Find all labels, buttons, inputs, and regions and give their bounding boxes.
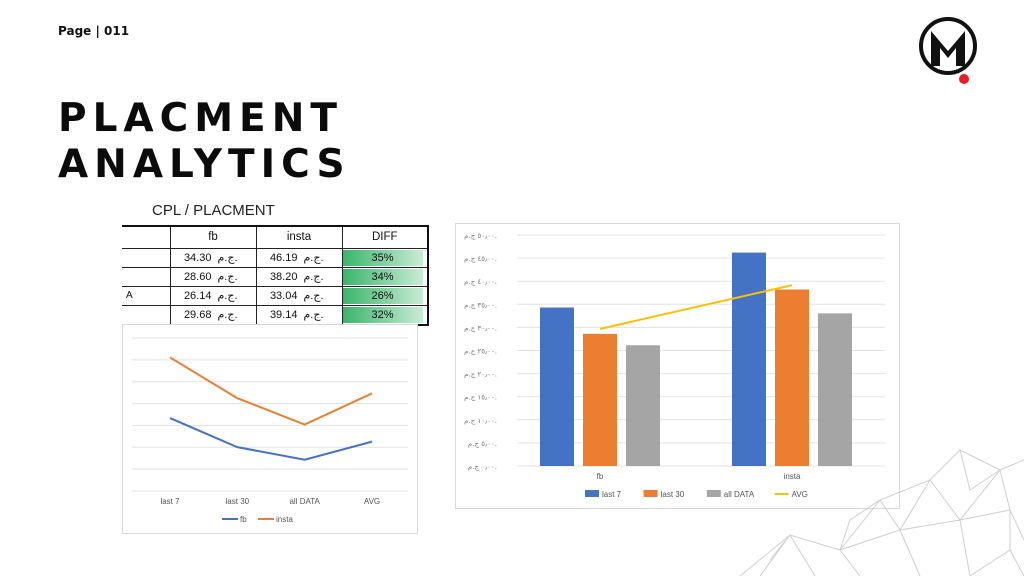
page-title: PLACMENT ANALYTICS	[58, 96, 351, 188]
insta-cell: 39.14 ج.م.	[255, 304, 343, 325]
insta-cell: 33.04 ج.م.	[255, 285, 343, 306]
brand-logo	[919, 17, 977, 84]
diff-cell: 32%	[341, 304, 429, 325]
logo-dot	[959, 74, 969, 84]
y-tick-label: ٣٠٫٠٠ ج.م.	[464, 324, 497, 332]
row-label: A	[122, 285, 171, 306]
series-line-insta	[169, 356, 373, 426]
diff-bar: 34%	[342, 268, 423, 285]
cpl-table: fb insta DIFF 34.30 ج.م. 46.19 ج.م. 35% 28…	[122, 225, 429, 326]
bar-last-30-insta	[775, 289, 809, 466]
fb-cell: 34.30 ج.م.	[169, 247, 257, 268]
diff-cell: 34%	[341, 266, 429, 287]
y-tick-label: ٥٫٠٠ ج.م.	[468, 440, 497, 448]
y-tick-label: ٥٠٫٠٠ ج.م.	[464, 232, 497, 240]
bar-chart: ٠٫٠٠ ج.م. ٥٫٠٠ ج.م. ١٠٫٠٠ ج.م. ١٥٫٠٠ ج.م. ٢٠…	[455, 223, 900, 509]
row-label	[122, 304, 171, 325]
insta-cell: 38.20 ج.م.	[255, 266, 343, 287]
y-tick-label: ٠٫٠٠ ج.م.	[468, 463, 497, 471]
row-label	[122, 247, 171, 268]
legend-swatch	[585, 490, 599, 497]
y-tick-label: ٣٥٫٠٠ ج.م.	[464, 301, 497, 309]
table-header-diff: DIFF	[341, 225, 429, 249]
legend-swatch	[643, 490, 658, 497]
y-tick-label: ٢٥٫٠٠ ج.م.	[464, 348, 497, 356]
table-row: 28.60 ج.م. 38.20 ج.م. 34%	[122, 266, 429, 287]
y-tick-label: ١٥٫٠٠ ج.م.	[464, 394, 497, 402]
legend-label: last 30	[661, 490, 685, 499]
legend-label: all DATA	[724, 490, 755, 499]
diff-cell: 35%	[341, 247, 429, 268]
bar-all-DATA-fb	[626, 345, 660, 466]
legend-label: fb	[240, 515, 247, 524]
table-row: 34.30 ج.م. 46.19 ج.م. 35%	[122, 247, 429, 268]
table-title: CPL / PLACMENT	[152, 202, 275, 219]
legend-label: last 7	[602, 490, 622, 499]
table-header-insta: insta	[255, 225, 343, 249]
row-label	[122, 266, 171, 287]
table-row: A 26.14 ج.م. 33.04 ج.م. 26%	[122, 285, 429, 306]
fb-cell: 28.60 ج.م.	[169, 266, 257, 287]
title-line-1: PLACMENT	[58, 96, 343, 141]
y-tick-label: ٢٠٫٠٠ ج.م.	[464, 371, 497, 379]
legend-label: AVG	[792, 490, 808, 499]
table-row: 29.68 ج.م. 39.14 ج.م. 32%	[122, 304, 429, 325]
series-line-AVG	[599, 284, 793, 330]
insta-cell: 46.19 ج.م.	[255, 247, 343, 268]
table-header-row: fb insta DIFF	[122, 225, 429, 249]
x-tick-label: fb	[597, 472, 604, 481]
fb-cell: 29.68 ج.م.	[169, 304, 257, 325]
y-tick-label: ٤٥٫٠٠ ج.م.	[464, 255, 497, 263]
table-header-fb: fb	[169, 225, 257, 249]
page-number: Page | 011	[58, 24, 130, 38]
bar-last-7-insta	[732, 252, 766, 466]
x-tick-label: AVG	[364, 497, 380, 506]
legend-swatch	[706, 490, 721, 497]
y-tick-label: ٤٠٫٠٠ ج.م.	[464, 278, 497, 286]
bar-all-DATA-insta	[818, 313, 852, 466]
bar-last-7-fb	[540, 307, 574, 466]
geometric-decoration	[739, 449, 1024, 576]
table-header-empty	[122, 225, 171, 249]
x-tick-label: last 30	[226, 497, 250, 506]
x-tick-label: all DATA	[289, 497, 320, 506]
x-tick-label: insta	[784, 472, 801, 481]
bar-last-30-fb	[583, 333, 617, 466]
diff-bar: 35%	[342, 249, 423, 266]
diff-cell: 26%	[341, 285, 429, 306]
diff-bar: 32%	[342, 306, 423, 323]
diff-bar: 26%	[342, 287, 423, 304]
title-line-2: ANALYTICS	[58, 142, 351, 187]
series-line-fb	[169, 417, 373, 461]
x-tick-label: last 7	[160, 497, 180, 506]
line-chart: last 7 last 30 all DATA AVG fb insta	[122, 324, 418, 534]
y-tick-label: ١٠٫٠٠ ج.م.	[464, 417, 497, 425]
fb-cell: 26.14 ج.م.	[169, 285, 257, 306]
legend-label: insta	[276, 515, 293, 524]
